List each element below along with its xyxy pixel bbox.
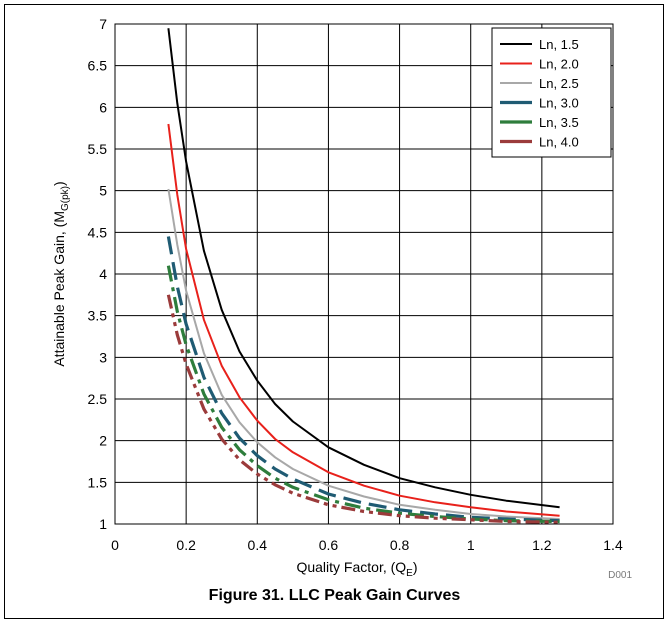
x-axis-title: Quality Factor, (QE) (296, 559, 417, 579)
legend-label: Ln, 4.0 (539, 135, 579, 150)
legend-label: Ln, 2.0 (539, 57, 579, 72)
y-tick-label: 3 (99, 349, 107, 365)
legend-label: Ln, 3.0 (539, 96, 579, 111)
series-line (167, 123, 560, 517)
y-tick-labels: 1 1.5 2 2.5 3 3.5 4 4.5 5 5.5 6 6.5 7 (88, 16, 108, 532)
x-tick-label: 1.4 (603, 537, 623, 553)
x-tick-label: 0.2 (176, 537, 196, 553)
series-layer (166, 28, 560, 524)
y-tick-label: 3.5 (88, 308, 108, 324)
figure-caption: Figure 31. LLC Peak Gain Curves (208, 587, 461, 604)
legend: Ln, 1.5 Ln, 2.0 Ln, 2.5 Ln, 3.0 Ln, 3.5 Ln, 4… (491, 27, 612, 158)
x-tick-label: 0.8 (390, 537, 410, 553)
legend-box (491, 27, 612, 158)
x-tick-labels: 0 0.2 0.4 0.6 0.8 1 1.2 1.4 (111, 537, 623, 553)
y-tick-label: 5.5 (88, 141, 108, 157)
y-tick-label: 2.5 (88, 391, 108, 407)
x-tick-label: 1 (467, 537, 475, 553)
y-tick-label: 7 (99, 16, 107, 32)
series-line (166, 265, 560, 524)
figure-frame (4, 4, 664, 619)
peak-gain-chart: 0 0.2 0.4 0.6 0.8 1 1.2 1.4 1 1.5 2 2.5 3 3.5 4 4.5 5 5.… (51, 16, 632, 580)
series-line (166, 236, 560, 523)
y-tick-label: 5 (99, 183, 107, 199)
series-line (166, 294, 560, 524)
y-tick-label: 1 (99, 516, 107, 532)
y-tick-label: 4.5 (88, 224, 108, 240)
plot-area-border (114, 23, 614, 525)
y-tick-label: 6 (99, 99, 107, 115)
x-tick-label: 0.4 (248, 537, 268, 553)
y-tick-label: 4 (99, 266, 107, 282)
x-tick-label: 1.2 (532, 537, 552, 553)
x-tick-label: 0.6 (319, 537, 339, 553)
series-line (167, 28, 560, 509)
x-tick-label: 0 (111, 537, 119, 553)
figure-id: D001 (608, 570, 632, 580)
legend-label: Ln, 1.5 (539, 37, 579, 52)
legend-label: Ln, 3.5 (539, 115, 579, 130)
y-tick-label: 6.5 (88, 58, 108, 74)
legend-label: Ln, 2.5 (539, 76, 579, 91)
series-line (167, 188, 560, 520)
y-tick-label: 1.5 (88, 474, 108, 490)
y-axis-title: Attainable Peak Gain, (MG(pk)) (51, 181, 71, 366)
y-tick-label: 2 (99, 433, 107, 449)
